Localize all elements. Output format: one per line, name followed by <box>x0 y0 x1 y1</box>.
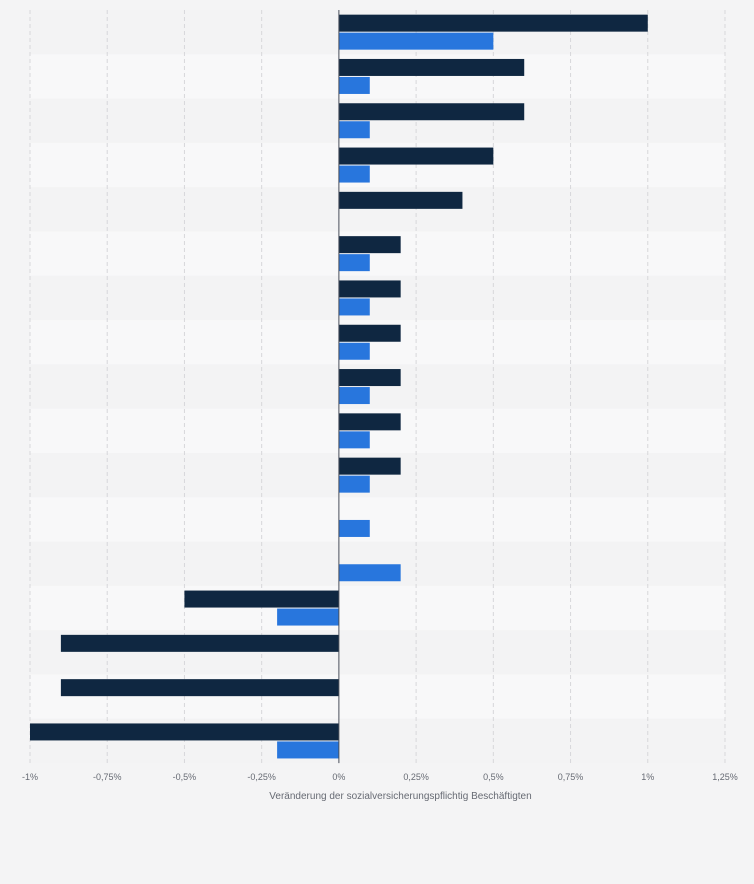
bars <box>30 14 648 759</box>
x-tick-label: -0,25% <box>247 772 276 782</box>
bar-series2 <box>338 254 370 272</box>
bar-series1 <box>338 236 401 254</box>
x-tick-label: -0,75% <box>93 772 122 782</box>
x-tick-label: -0,5% <box>173 772 197 782</box>
bar-series1 <box>338 413 401 431</box>
bar-series2 <box>338 475 370 493</box>
bar-series2 <box>338 342 370 360</box>
x-tick-labels: -1% -0,75% -0,5% -0,25% 0% 0,25% 0,5% 0,75% 1% 1,… <box>22 772 738 782</box>
bar-series1 <box>60 634 339 652</box>
row-band <box>30 585 725 631</box>
bar-series2 <box>338 165 370 183</box>
row-band <box>30 497 725 542</box>
bar-series2 <box>277 741 339 759</box>
bar-series1 <box>30 723 339 741</box>
bar-series2 <box>338 121 370 139</box>
x-tick-label: 1,25% <box>712 772 738 782</box>
bar-series1 <box>338 58 525 76</box>
bar-series1 <box>60 679 339 697</box>
bar-series1 <box>338 457 401 475</box>
x-tick-label: -1% <box>22 772 38 782</box>
x-tick-label: 0,5% <box>483 772 504 782</box>
bar-series1 <box>338 103 525 121</box>
bar-series2 <box>338 76 370 94</box>
bar-series2 <box>338 431 370 449</box>
bar-series1 <box>338 147 494 165</box>
bar-series1 <box>338 369 401 387</box>
bar-series2 <box>338 298 370 316</box>
bar-series1 <box>338 324 401 342</box>
bar-series2 <box>277 608 339 626</box>
bar-series2 <box>338 564 401 582</box>
bar-series1 <box>184 590 339 608</box>
bar-series2 <box>338 32 494 50</box>
x-axis-title: Veränderung der sozialversicherungspflic… <box>269 791 531 802</box>
x-tick-label: 1% <box>641 772 654 782</box>
bar-series1 <box>338 280 401 298</box>
x-tick-label: 0,75% <box>558 772 584 782</box>
x-tick-label: 0,25% <box>403 772 429 782</box>
bar-series2 <box>338 387 370 405</box>
bar-series2 <box>338 519 370 537</box>
bar-series1 <box>338 14 648 32</box>
x-tick-label: 0% <box>332 772 345 782</box>
bar-series1 <box>338 191 463 209</box>
